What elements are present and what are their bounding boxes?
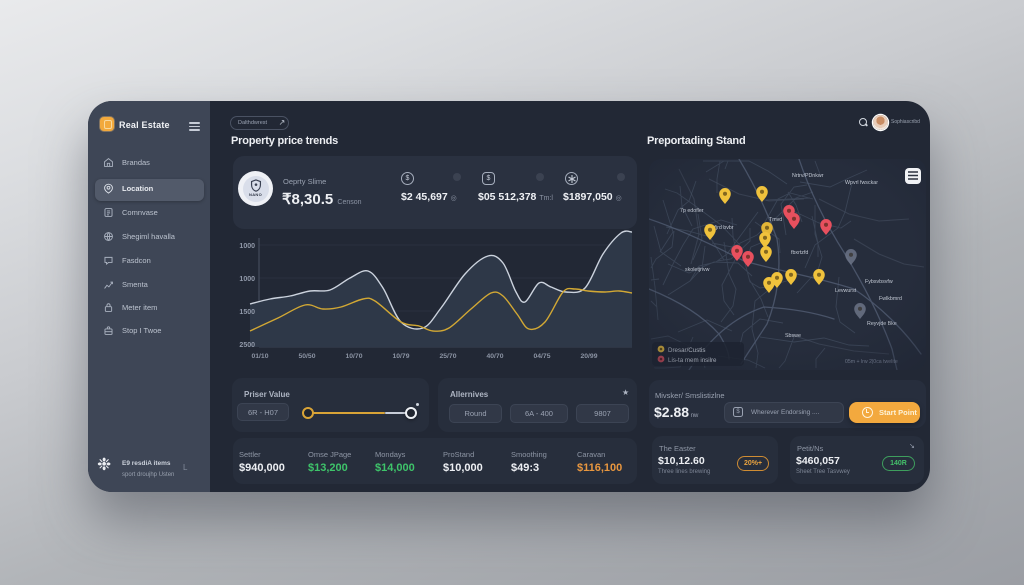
svg-text:50/50: 50/50 xyxy=(298,353,315,360)
svg-text:04/75: 04/75 xyxy=(533,353,550,360)
svg-text:1500: 1500 xyxy=(239,309,255,316)
svg-text:20/99: 20/99 xyxy=(580,353,597,360)
svg-text:1000: 1000 xyxy=(239,243,255,250)
svg-text:2500: 2500 xyxy=(239,342,255,349)
svg-text:01/10: 01/10 xyxy=(251,353,268,360)
svg-text:40/70: 40/70 xyxy=(486,353,503,360)
svg-text:10/79: 10/79 xyxy=(392,353,409,360)
svg-text:10/70: 10/70 xyxy=(345,353,362,360)
svg-text:1000: 1000 xyxy=(239,276,255,283)
svg-text:25/70: 25/70 xyxy=(439,353,456,360)
